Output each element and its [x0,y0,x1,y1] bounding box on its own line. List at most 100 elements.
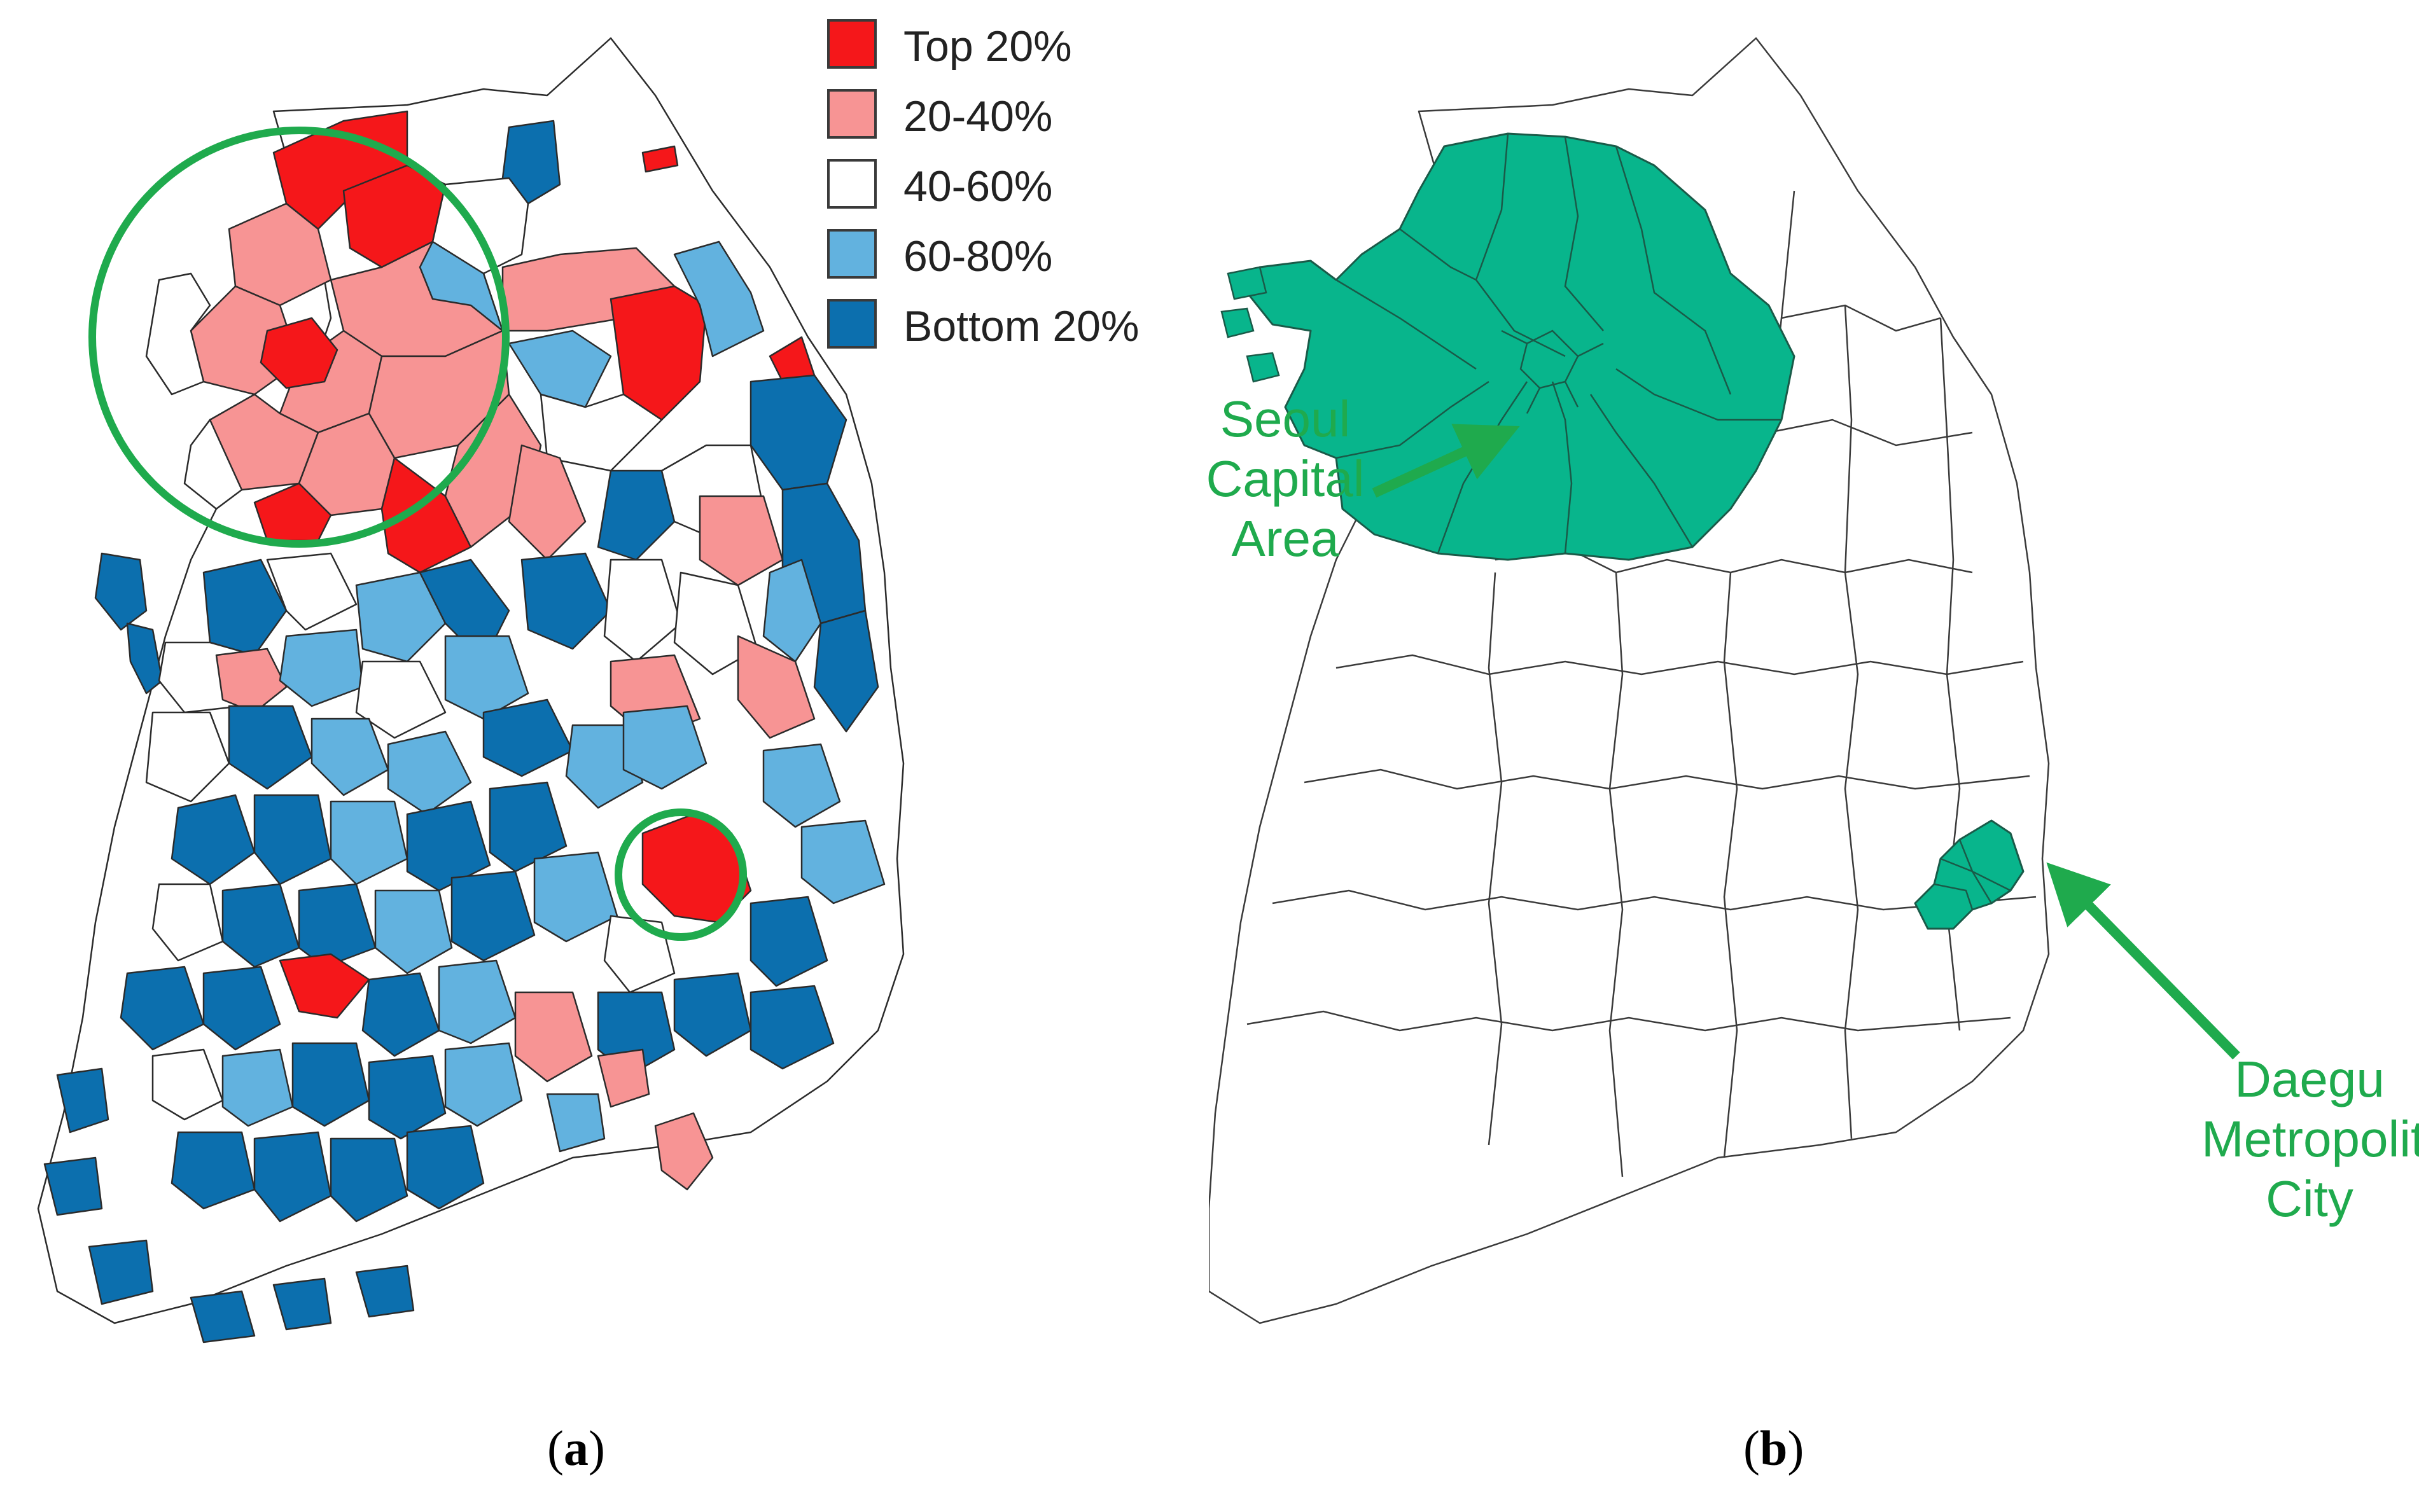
region-wc-11 [145,711,230,803]
region-se-2 [762,743,841,828]
region-se-3 [800,819,886,905]
region-c-1 [508,444,587,561]
region-sw-7 [221,883,300,968]
region-ne-coast-4 [762,558,822,663]
legend-swatch-40-60 [827,159,877,209]
region-n-3 [419,240,504,332]
region-wc-12 [228,705,313,790]
caption-a: (a) [547,1420,605,1477]
legend-label-20-40: 20-40% [903,92,1053,141]
region-wc-7 [279,628,364,707]
region-wc-3 [215,648,288,714]
seoul-label-line-2: Capital [1206,450,1365,507]
panel-a-choropleth-map: Top 20% 20-40% 40-60% 60-80% Bottom 20% … [0,0,1209,1512]
daegu-label-line-1: Daegu [2234,1051,2385,1107]
region-se-7 [749,985,835,1070]
daegu-arrow [2046,862,2240,1060]
island-south-3 [88,1239,154,1305]
legend-label-bottom-20: Bottom 20% [903,302,1140,350]
choropleth-map-svg [37,37,905,1343]
region-wc-13 [310,718,389,796]
region-se-10 [546,1093,606,1153]
region-sw-20 [368,1055,447,1140]
region-c-7 [673,571,758,676]
region-sw-15 [438,959,517,1044]
panel-b-outline-map: Seoul Capital Area Daegu Metropolitan Ci… [1206,0,2419,1512]
daegu-label-line-2: Metropolitan [2201,1111,2419,1167]
region-sw-9 [374,889,453,974]
region-nw-seoul-core [260,317,338,389]
caption-b-open: ( [1743,1420,1760,1476]
caption-b: (b) [1743,1420,1804,1477]
region-sw-16 [514,991,593,1083]
island-south-1 [56,1067,109,1134]
region-se-1 [622,705,708,790]
highlight-circles-svg [88,127,747,941]
caption-a-close: ) [588,1420,605,1476]
region-sw-3 [330,800,408,885]
seoul-label-line-3: Area [1231,510,1339,567]
legend-label-60-80: 60-80% [903,232,1053,281]
region-sw-17 [151,1048,224,1121]
island-west-2 [126,622,164,695]
island-west-1 [94,552,148,631]
region-c-6 [603,558,682,663]
region-se-9 [597,1048,650,1108]
region-wc-14 [387,730,472,815]
island-south-5 [272,1277,332,1331]
seoul-capital-area-label: Seoul Capital Area [1196,389,1374,569]
island-south-2 [43,1156,103,1216]
island-east-geoje [654,1112,714,1191]
region-sw-gwangju [279,953,370,1019]
daegu-label-line-3: City [2266,1170,2353,1227]
region-sw-25 [406,1125,485,1210]
region-sw-21 [444,1042,523,1127]
region-wc-8 [355,660,447,739]
peninsula-outline [1209,37,2050,1324]
legend-label-40-60: 40-60% [903,162,1053,211]
island-south-4 [190,1290,256,1343]
region-sw-24 [330,1137,408,1223]
seoul-island-3 [1246,352,1280,383]
region-wc-10 [482,698,574,777]
legend-swatch-60-80 [827,229,877,279]
region-wc-5 [355,571,447,663]
caption-a-open: ( [547,1420,564,1476]
region-nw-west [183,419,243,510]
seoul-island-2 [1220,307,1255,338]
region-sw-13 [202,966,281,1051]
legend-swatch-top-20 [827,19,877,69]
daegu-metropolitan-city-label: Daegu Metropolitan City [2201,1050,2419,1229]
region-sw-8 [298,883,377,968]
caption-a-letter: a [563,1420,589,1476]
region-sw-18 [221,1048,294,1127]
seoul-highlight-circle [88,127,510,548]
region-n-1 [501,120,561,205]
region-wc-9 [444,635,529,720]
region-sw-6 [151,883,224,962]
caption-b-letter: b [1759,1420,1788,1476]
legend-label-top-20: Top 20% [903,22,1072,71]
region-sw-12 [120,966,205,1051]
region-sw-10 [450,870,536,962]
seoul-label-line-1: Seoul [1220,391,1351,447]
region-ne-coast-3 [813,609,879,733]
region-sw-14 [361,972,440,1057]
daegu-districts [1934,839,2011,910]
region-sw-22 [171,1131,256,1210]
region-sw-2 [253,794,332,885]
legend-swatch-20-40 [827,89,877,139]
region-n-6 [508,329,612,408]
region-c-2 [597,469,676,561]
district-boundaries [1246,190,2037,1177]
region-c-5 [520,552,612,650]
region-ne-1 [673,240,765,357]
island-northeast [641,145,679,173]
region-sw-11 [533,851,618,943]
region-wc-4 [266,552,358,631]
daegu-highlight-circle [615,808,747,941]
region-wc-1 [202,558,288,656]
region-sw-23 [253,1131,332,1223]
region-se-5 [749,896,828,987]
seoul-island-1 [1227,266,1267,300]
